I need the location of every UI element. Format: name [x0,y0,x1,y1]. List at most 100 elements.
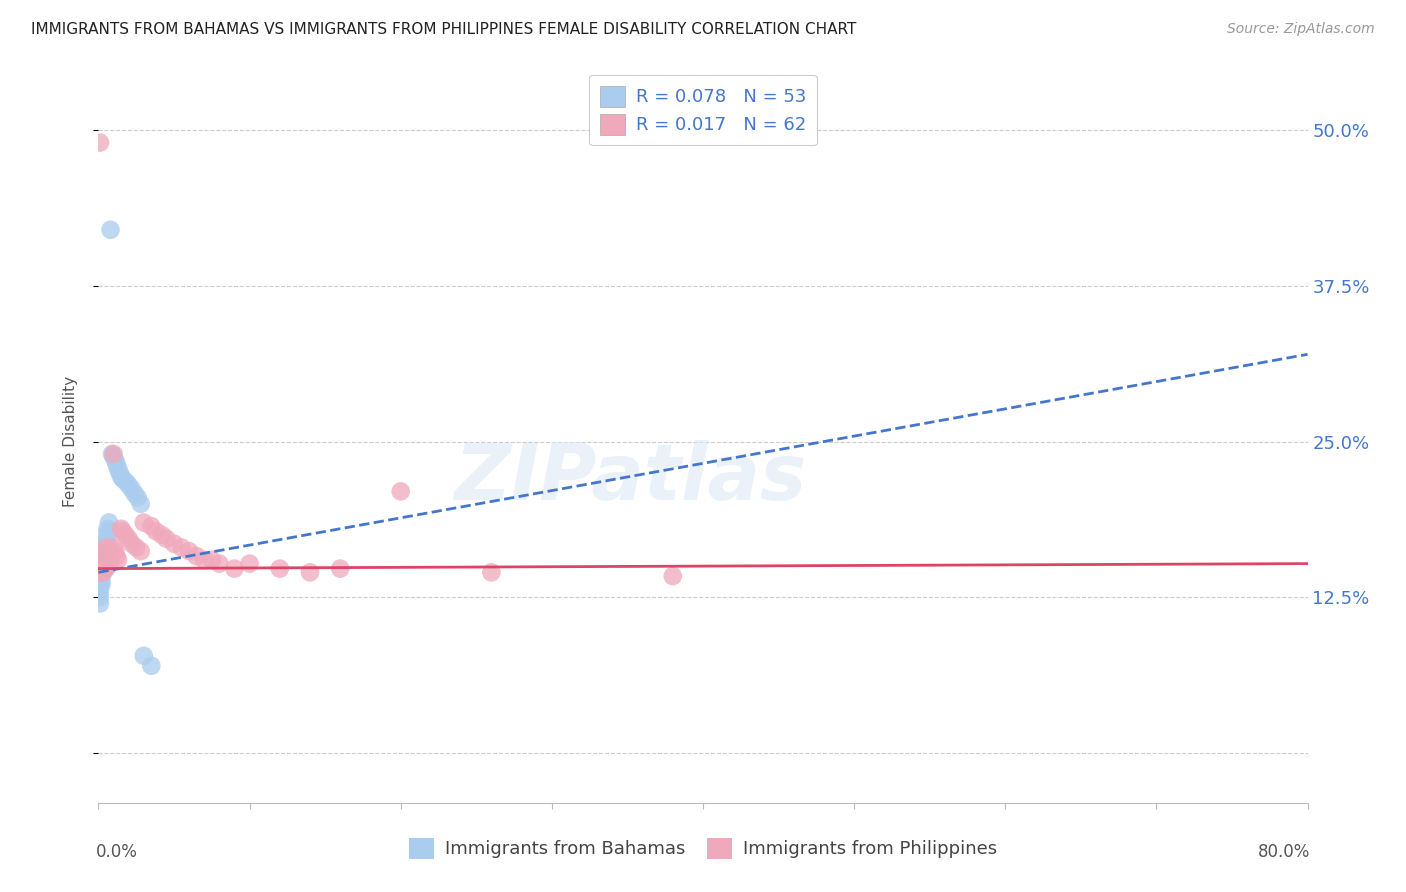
Point [104,453,127,467]
Point [329,561,352,575]
Point [98,544,121,558]
Point [96,532,118,546]
Text: ZIPatlas: ZIPatlas [454,440,807,516]
Point [91,557,114,571]
Point [121,537,143,551]
Point [163,537,186,551]
Point [93,547,115,561]
Point [90,549,112,563]
Point [89,569,111,583]
Point [93,557,115,571]
Point [89,553,111,567]
Point [90,557,112,571]
Point [239,557,262,571]
Point [481,566,503,580]
Point [91,559,114,574]
Point [269,561,291,575]
Point [90,553,112,567]
Point [107,553,129,567]
Point [94,553,117,567]
Point [90,569,112,583]
Point [94,537,117,551]
Point [90,566,112,580]
Point [90,574,112,588]
Point [96,522,118,536]
Point [94,561,117,575]
Y-axis label: Female Disability: Female Disability [63,376,77,508]
Point [150,528,173,542]
Point [89,557,111,571]
Point [90,578,112,592]
Point [111,524,134,539]
Point [179,544,201,558]
Point [98,557,121,571]
Point [224,561,246,575]
Point [94,547,117,561]
Point [121,482,143,496]
Point [91,566,114,580]
Point [107,462,129,476]
Text: IMMIGRANTS FROM BAHAMAS VS IMMIGRANTS FROM PHILIPPINES FEMALE DISABILITY CORRELA: IMMIGRANTS FROM BAHAMAS VS IMMIGRANTS FR… [31,22,856,37]
Point [96,559,118,574]
Point [98,524,121,539]
Point [96,553,118,567]
Point [132,516,155,530]
Point [141,519,163,533]
Point [90,549,112,563]
Point [110,469,132,483]
Point [145,524,167,539]
Point [91,549,114,563]
Point [118,478,141,492]
Point [127,491,149,505]
Point [389,484,412,499]
Point [89,566,111,580]
Point [89,136,111,150]
Point [90,553,112,567]
Point [129,497,152,511]
Point [89,578,111,592]
Point [91,541,114,555]
Point [118,532,141,546]
Point [94,528,117,542]
Point [155,532,177,546]
Point [201,553,224,567]
Point [100,549,122,563]
Point [105,457,128,471]
Point [661,569,683,583]
Point [90,566,112,580]
Point [103,450,125,464]
Point [108,466,131,480]
Point [93,561,115,575]
Point [100,557,122,571]
Point [90,561,112,575]
Point [114,528,136,542]
Point [96,541,118,555]
Point [103,541,125,555]
Point [90,557,112,571]
Point [103,447,125,461]
Point [94,541,117,555]
Point [111,472,134,486]
Point [193,553,215,567]
Point [101,447,124,461]
Point [89,584,111,599]
Text: Source: ZipAtlas.com: Source: ZipAtlas.com [1227,22,1375,37]
Point [124,487,146,501]
Point [89,597,111,611]
Point [132,648,155,663]
Legend: Immigrants from Bahamas, Immigrants from Philippines: Immigrants from Bahamas, Immigrants from… [402,830,1004,866]
Point [89,591,111,605]
Point [110,522,132,536]
Point [91,561,114,575]
Point [89,572,111,586]
Point [125,541,148,555]
Point [114,475,136,489]
Point [89,561,111,575]
Point [91,549,114,563]
Point [104,544,127,558]
Point [170,541,193,555]
Point [299,566,322,580]
Point [141,658,163,673]
Point [93,549,115,563]
Point [89,561,111,575]
